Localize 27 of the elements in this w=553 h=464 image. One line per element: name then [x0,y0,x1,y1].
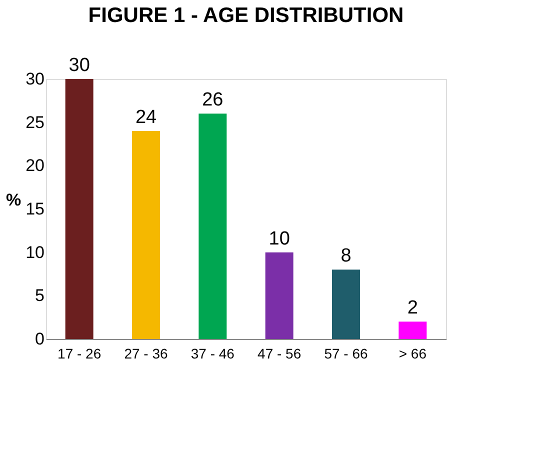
bar [265,252,294,339]
bar [398,322,427,339]
data-label: 30 [68,55,90,76]
x-tick-label: 57 - 66 [324,346,368,362]
y-tick-label: 30 [26,70,44,88]
chart-title: FIGURE 1 - AGE DISTRIBUTION [88,4,404,27]
data-label: 8 [340,246,352,267]
y-tick-label: 20 [26,156,44,176]
data-label: 24 [135,107,157,128]
bar [332,270,360,339]
y-axis-title: % [6,190,22,210]
x-tick-label: > 66 [398,346,427,362]
data-label: 10 [268,228,290,250]
y-tick-label: 10 [26,242,44,262]
y-tick-label: 0 [35,330,44,348]
x-tick-label: 47 - 56 [258,346,302,362]
y-tick-label: 25 [26,112,44,132]
bar [65,79,94,339]
x-tick-label: 27 - 36 [124,346,168,362]
x-tick-label: 17 - 26 [58,346,102,362]
bar [132,131,160,339]
bar [198,114,227,339]
x-tick-label: 37 - 46 [190,346,235,362]
y-tick-label: 15 [26,200,44,218]
y-tick-label: 5 [35,286,44,306]
data-label: 2 [407,298,418,319]
data-label: 26 [202,90,224,111]
